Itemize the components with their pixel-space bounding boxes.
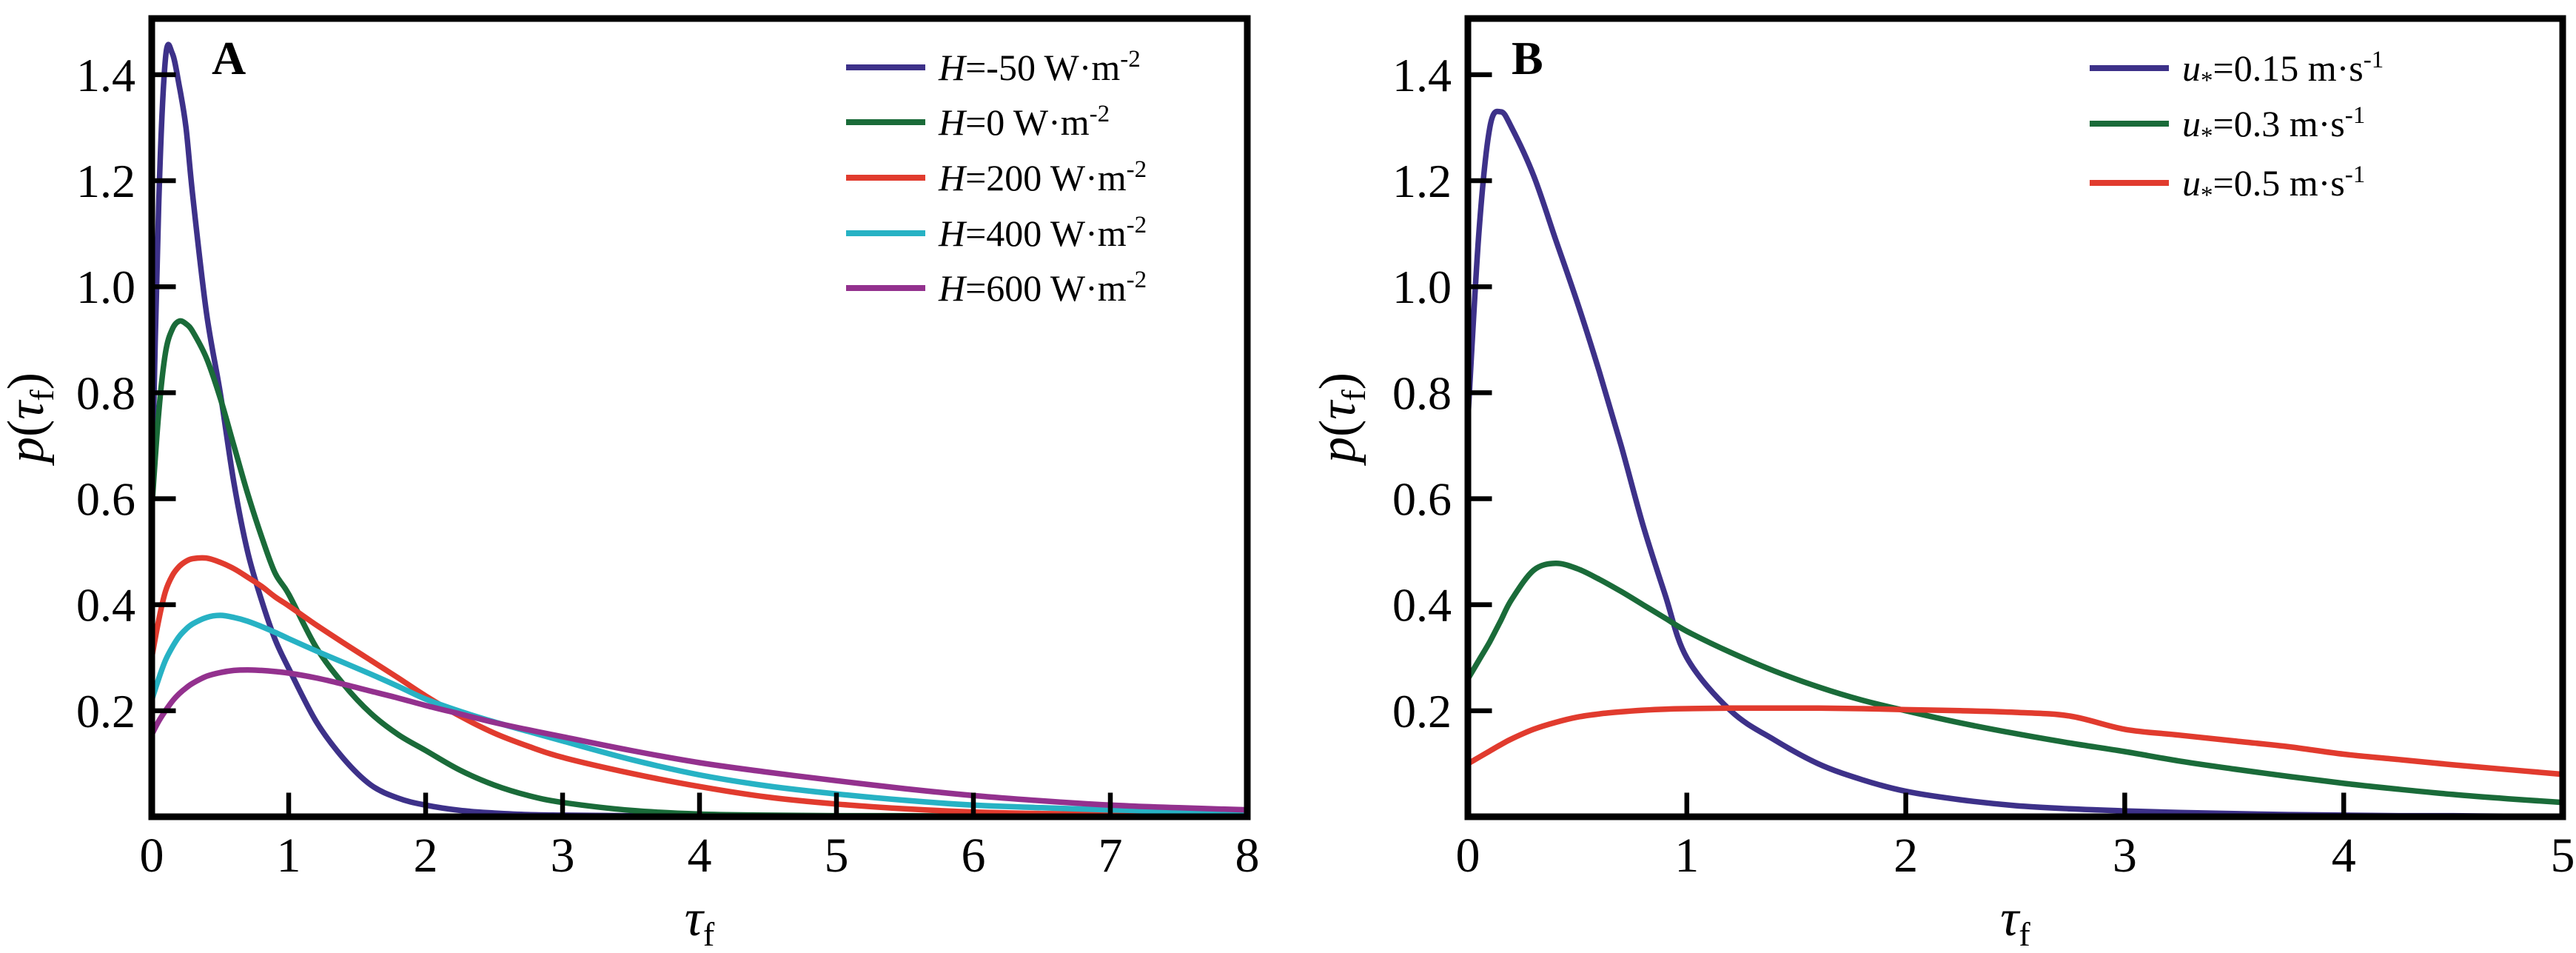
y-tick-label: 0.8 bbox=[76, 367, 135, 419]
x-tick-label: 5 bbox=[825, 829, 849, 883]
panel-a: 0.2 0.4 0.6 0.8 1.0 1.2 1.4 0 1 2 3 4 5 6 7 8 Aτf p(τf) H=… bbox=[0, 15, 1260, 953]
x-tick-label: 7 bbox=[1099, 829, 1123, 883]
y-tick-label: 0.8 bbox=[1392, 367, 1452, 419]
x-tick-label: 3 bbox=[551, 829, 575, 883]
legend-label: u*=0.3 m·s-1 bbox=[2182, 102, 2365, 150]
y-tick-label: 1.2 bbox=[76, 155, 135, 207]
y-tick-label: 0.4 bbox=[76, 579, 135, 632]
y-axis-label: p(τf) bbox=[0, 372, 61, 467]
x-tick-label: 2 bbox=[1894, 829, 1918, 883]
y-tick-label: 0.4 bbox=[1392, 579, 1452, 632]
legend-label: H=200 W·m-2 bbox=[938, 156, 1147, 198]
legend: u*=0.15 m·s-1 u*=0.3 m·s-1 u*=0.5 m·s-1 bbox=[2090, 47, 2384, 209]
curve-a-3 bbox=[155, 612, 1244, 814]
curve-a-2 bbox=[155, 555, 1244, 814]
plot-frame bbox=[148, 15, 1251, 820]
x-axis-label: τf bbox=[685, 890, 715, 953]
y-tick-label: 0.2 bbox=[76, 685, 135, 738]
plot-frame bbox=[1464, 15, 2566, 820]
y-tick-label: 0.6 bbox=[1392, 473, 1452, 526]
x-tick-label: 3 bbox=[2113, 829, 2137, 883]
curve-b-2 bbox=[1471, 705, 2560, 778]
y-axis-label: p(τf) bbox=[1309, 372, 1372, 467]
curves-group bbox=[1471, 108, 2560, 814]
curve-b-1 bbox=[1471, 561, 2560, 806]
curve-a-4 bbox=[155, 666, 1244, 813]
x-tick-label: 5 bbox=[2551, 829, 2575, 883]
y-tick-label: 0.2 bbox=[1392, 685, 1452, 738]
x-tick-label: 8 bbox=[1235, 829, 1260, 883]
curve-a-0 bbox=[155, 41, 691, 814]
panel-b: 0.2 0.4 0.6 0.8 1.0 1.2 1.4 0 1 2 3 4 5 Bτf p(τf) u*=0.… bbox=[1309, 15, 2575, 953]
y-tick-label: 1.0 bbox=[1392, 261, 1452, 313]
x-tick-label: 1 bbox=[1674, 829, 1699, 883]
x-tick-label: 6 bbox=[962, 829, 986, 883]
y-tick-label: 1.4 bbox=[1392, 49, 1452, 101]
y-tick-label: 1.0 bbox=[76, 261, 135, 313]
x-tick-label: 4 bbox=[688, 829, 712, 883]
x-tick-label: 0 bbox=[140, 829, 164, 883]
legend: H=-50 W·m-2 H=0 W·m-2 H=200 W·m-2 H=400 W·m… bbox=[846, 46, 1147, 309]
legend-label: H=600 W·m-2 bbox=[938, 267, 1147, 309]
y-tick-label: 0.6 bbox=[76, 473, 135, 526]
curves-group bbox=[155, 41, 1244, 814]
x-axis-label: τf bbox=[2000, 890, 2030, 953]
x-tick-label: 4 bbox=[2332, 829, 2356, 883]
legend-label: H=-50 W·m-2 bbox=[938, 46, 1141, 88]
curve-b-0 bbox=[1471, 108, 2502, 814]
legend-label: u*=0.15 m·s-1 bbox=[2182, 47, 2384, 94]
x-tick-label: 2 bbox=[414, 829, 438, 883]
x-tick-label: 0 bbox=[1456, 829, 1480, 883]
curve-a-1 bbox=[155, 318, 966, 814]
y-tick-label: 1.2 bbox=[1392, 155, 1452, 207]
panel-letter: B bbox=[1512, 32, 1543, 84]
y-tick-label: 1.4 bbox=[76, 49, 135, 101]
panel-letter: A bbox=[212, 32, 246, 84]
x-tick-label: 1 bbox=[277, 829, 301, 883]
legend-label: H=400 W·m-2 bbox=[938, 212, 1147, 254]
legend-label: H=0 W·m-2 bbox=[938, 101, 1110, 143]
legend-label: u*=0.5 m·s-1 bbox=[2182, 161, 2365, 209]
